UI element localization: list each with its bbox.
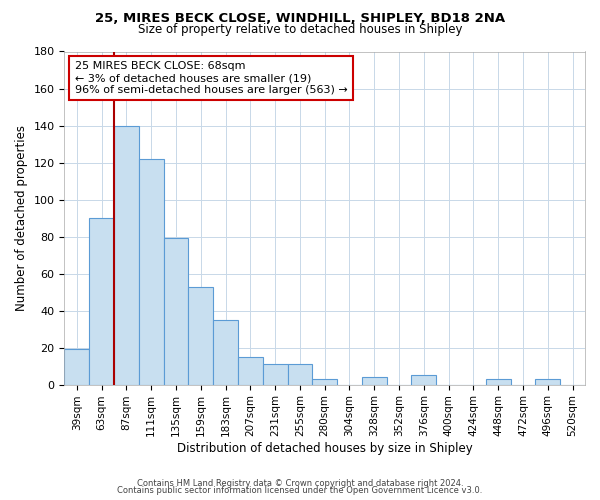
Bar <box>139 159 164 384</box>
Bar <box>213 320 238 384</box>
Bar <box>114 126 139 384</box>
Text: Contains public sector information licensed under the Open Government Licence v3: Contains public sector information licen… <box>118 486 482 495</box>
Text: 25 MIRES BECK CLOSE: 68sqm
← 3% of detached houses are smaller (19)
96% of semi-: 25 MIRES BECK CLOSE: 68sqm ← 3% of detac… <box>75 62 347 94</box>
Bar <box>362 377 386 384</box>
X-axis label: Distribution of detached houses by size in Shipley: Distribution of detached houses by size … <box>177 442 473 455</box>
Text: Size of property relative to detached houses in Shipley: Size of property relative to detached ho… <box>138 22 462 36</box>
Y-axis label: Number of detached properties: Number of detached properties <box>15 125 28 311</box>
Bar <box>263 364 287 384</box>
Bar <box>313 379 337 384</box>
Text: 25, MIRES BECK CLOSE, WINDHILL, SHIPLEY, BD18 2NA: 25, MIRES BECK CLOSE, WINDHILL, SHIPLEY,… <box>95 12 505 26</box>
Bar <box>535 379 560 384</box>
Bar <box>89 218 114 384</box>
Bar <box>486 379 511 384</box>
Bar <box>287 364 313 384</box>
Bar <box>64 350 89 384</box>
Bar <box>164 238 188 384</box>
Bar <box>412 376 436 384</box>
Bar <box>238 357 263 384</box>
Bar <box>188 286 213 384</box>
Text: Contains HM Land Registry data © Crown copyright and database right 2024.: Contains HM Land Registry data © Crown c… <box>137 478 463 488</box>
